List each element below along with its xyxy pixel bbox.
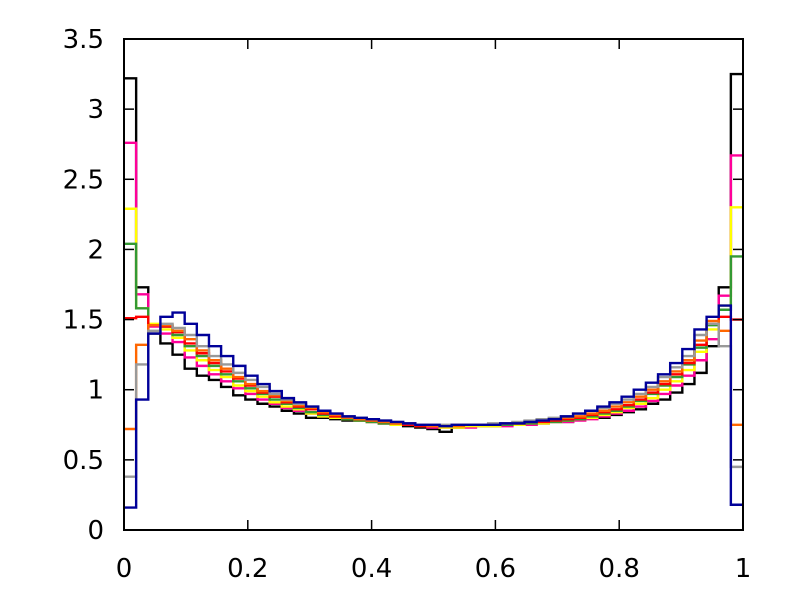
- y-tick-label: 0: [87, 516, 104, 546]
- plot-frame: [123, 38, 744, 531]
- series-layer: [124, 72, 743, 509]
- y-tick-label: 1: [87, 376, 104, 406]
- x-tick-label: 0: [116, 554, 133, 584]
- x-tick-label: 0.6: [475, 554, 516, 584]
- x-tick-label: 1: [735, 554, 752, 584]
- x-tick-label: 0.8: [599, 554, 640, 584]
- y-tick-label: 3: [87, 95, 104, 125]
- y-tick-label: 3.5: [63, 25, 104, 55]
- tick-layer: 0 0.5 1 1.5 2 2.5 3 3.5 0 0.2 0.4 0.6 0.8 1: [63, 25, 752, 584]
- x-tick-label: 0.4: [351, 554, 392, 584]
- histogram-series-8: [124, 304, 743, 509]
- y-tick-label: 1.5: [63, 306, 104, 336]
- y-tick-label: 2: [87, 235, 104, 265]
- x-tick-label: 0.2: [227, 554, 268, 584]
- y-tick-label: 0.5: [63, 446, 104, 476]
- y-tick-label: 2.5: [63, 165, 104, 195]
